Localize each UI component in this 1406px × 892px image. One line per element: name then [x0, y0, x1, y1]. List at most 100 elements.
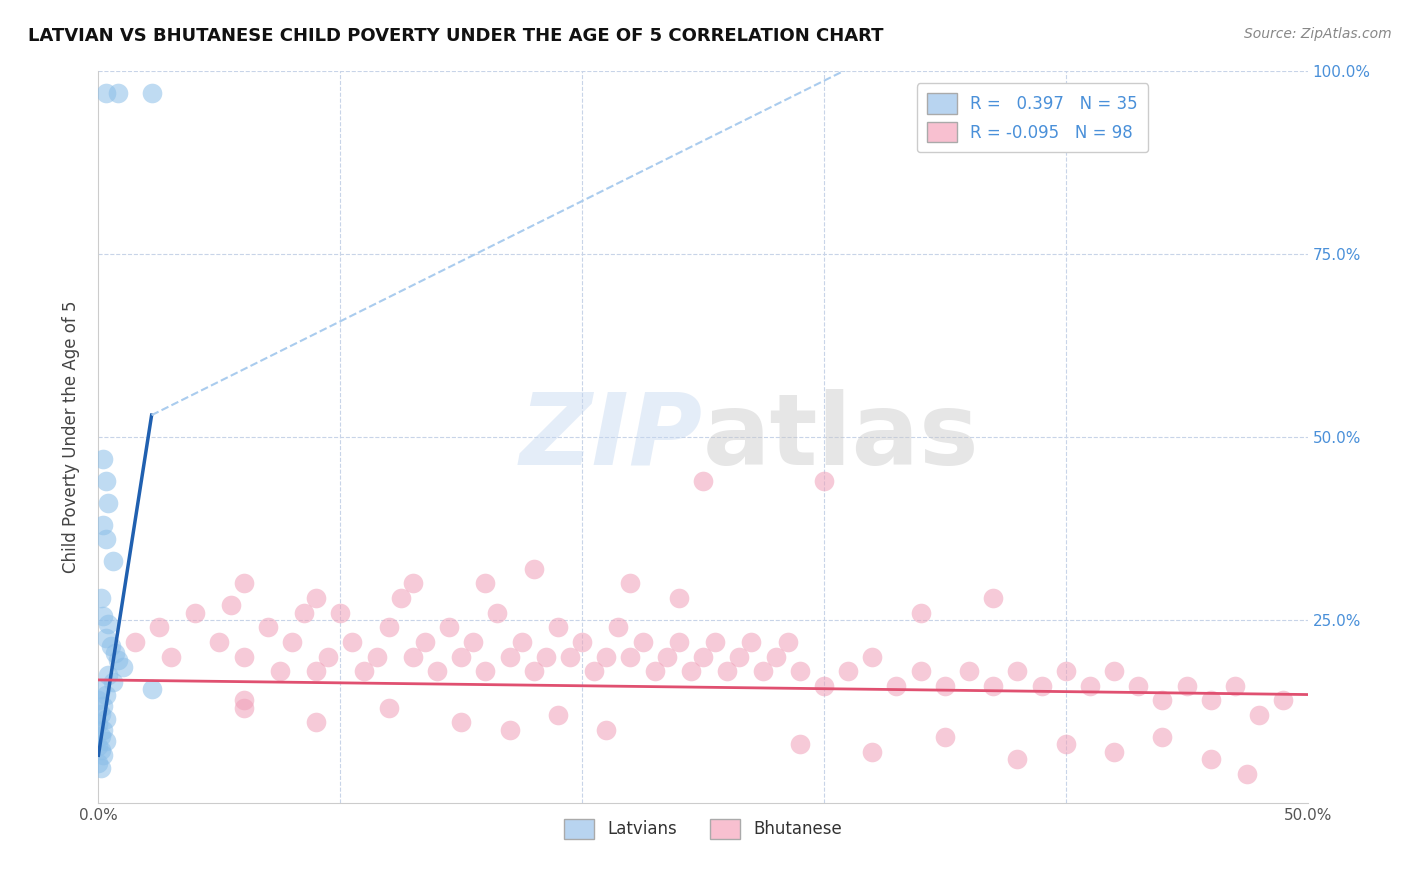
Point	[1102, 664, 1125, 678]
Point	[910, 664, 932, 678]
Point	[232, 649, 254, 664]
Point	[679, 664, 702, 678]
Point	[752, 664, 775, 678]
Legend: Latvians, Bhutanese: Latvians, Bhutanese	[557, 812, 849, 846]
Point	[886, 679, 908, 693]
Point	[437, 620, 460, 634]
Point	[498, 723, 520, 737]
Point	[534, 649, 557, 664]
Point	[619, 649, 641, 664]
Point	[90, 706, 112, 721]
Point	[668, 591, 690, 605]
Point	[1078, 679, 1101, 693]
Point	[124, 635, 146, 649]
Point	[91, 748, 114, 763]
Point	[1152, 693, 1174, 707]
Point	[934, 730, 956, 744]
Text: atlas: atlas	[703, 389, 980, 485]
Text: Source: ZipAtlas.com: Source: ZipAtlas.com	[1244, 27, 1392, 41]
Point	[305, 715, 328, 730]
Text: LATVIAN VS BHUTANESE CHILD POVERTY UNDER THE AGE OF 5 CORRELATION CHART: LATVIAN VS BHUTANESE CHILD POVERTY UNDER…	[28, 27, 883, 45]
Point	[94, 87, 117, 101]
Point	[716, 664, 738, 678]
Point	[413, 635, 436, 649]
Text: ZIP: ZIP	[520, 389, 703, 485]
Point	[353, 664, 375, 678]
Point	[644, 664, 666, 678]
Point	[292, 606, 315, 620]
Point	[837, 664, 859, 678]
Point	[90, 682, 112, 697]
Point	[94, 688, 117, 702]
Point	[740, 635, 762, 649]
Point	[631, 635, 654, 649]
Point	[148, 620, 170, 634]
Point	[90, 729, 112, 743]
Point	[342, 635, 364, 649]
Point	[789, 737, 811, 751]
Point	[141, 682, 163, 697]
Point	[583, 664, 606, 678]
Point	[91, 452, 114, 467]
Point	[141, 87, 163, 101]
Point	[728, 649, 751, 664]
Point	[607, 620, 630, 634]
Point	[789, 664, 811, 678]
Point	[91, 699, 114, 714]
Point	[957, 664, 980, 678]
Point	[94, 733, 117, 747]
Point	[256, 620, 278, 634]
Point	[90, 761, 112, 775]
Point	[184, 606, 207, 620]
Point	[704, 635, 727, 649]
Point	[100, 639, 122, 653]
Point	[1272, 693, 1295, 707]
Point	[1223, 679, 1246, 693]
Point	[1199, 752, 1222, 766]
Point	[474, 664, 496, 678]
Point	[97, 496, 120, 510]
Point	[94, 632, 117, 646]
Point	[329, 606, 352, 620]
Point	[1102, 745, 1125, 759]
Point	[107, 653, 129, 667]
Point	[94, 474, 117, 488]
Point	[305, 591, 328, 605]
Point	[316, 649, 339, 664]
Point	[498, 649, 520, 664]
Point	[94, 533, 117, 547]
Point	[1199, 693, 1222, 707]
Point	[87, 693, 110, 707]
Point	[981, 591, 1004, 605]
Point	[523, 664, 546, 678]
Point	[208, 635, 231, 649]
Point	[1152, 730, 1174, 744]
Point	[1128, 679, 1150, 693]
Point	[402, 576, 425, 591]
Point	[595, 649, 617, 664]
Point	[571, 635, 593, 649]
Point	[269, 664, 291, 678]
Point	[619, 576, 641, 591]
Point	[910, 606, 932, 620]
Point	[1031, 679, 1053, 693]
Point	[402, 649, 425, 664]
Point	[101, 675, 124, 690]
Point	[813, 474, 835, 488]
Point	[765, 649, 787, 664]
Point	[97, 667, 120, 681]
Point	[595, 723, 617, 737]
Point	[104, 646, 127, 660]
Point	[547, 708, 569, 723]
Point	[377, 620, 399, 634]
Point	[934, 679, 956, 693]
Point	[111, 660, 134, 674]
Point	[107, 87, 129, 101]
Point	[450, 649, 472, 664]
Point	[1175, 679, 1198, 693]
Point	[91, 609, 114, 624]
Point	[510, 635, 533, 649]
Point	[547, 620, 569, 634]
Point	[221, 599, 243, 613]
Point	[90, 591, 112, 605]
